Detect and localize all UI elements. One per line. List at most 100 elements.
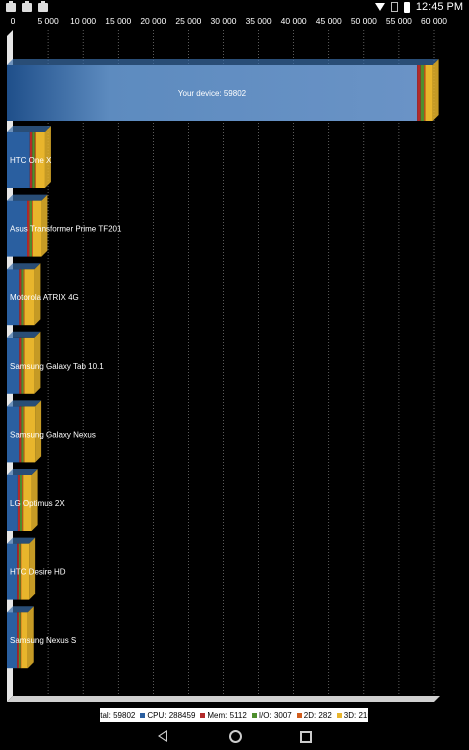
bar-segment-cpu <box>7 132 30 188</box>
back-icon[interactable] <box>158 730 167 742</box>
bar-end-cap <box>41 194 48 257</box>
legend-item-3d: 3D: 2151 <box>334 711 376 720</box>
bar-label: Asus Transformer Prime TF201 <box>10 225 122 234</box>
bar-segment-3d <box>21 543 30 600</box>
bar-segment-2d <box>23 269 25 326</box>
bar-label: Samsung Galaxy Tab 10.1 <box>10 362 104 371</box>
legend-total: Total: 59802 <box>91 710 136 720</box>
legend-swatch-cpu <box>140 712 146 718</box>
bar-top-face <box>7 606 34 613</box>
bar-end-cap <box>34 331 41 394</box>
bar-segment-mem <box>27 200 30 257</box>
bar-segment-cpu <box>7 200 28 257</box>
legend-label-io: I/O: 3007 <box>258 710 292 720</box>
navigation-bar <box>0 722 469 750</box>
bar-end-cap <box>29 537 36 600</box>
bar-top-face <box>7 331 41 338</box>
bar-top-face <box>7 59 439 65</box>
bar-segment-2d <box>20 543 22 600</box>
bar-label: Your device: 59802 <box>178 89 247 98</box>
bar-segment-3d <box>35 132 45 188</box>
bar-segment-3d <box>32 200 42 257</box>
bar-end-cap <box>31 469 38 531</box>
no-sim-icon <box>390 2 398 12</box>
bar-segment-2d <box>23 337 25 394</box>
bar-segment-mem <box>417 65 421 121</box>
bar-segment-io <box>21 269 24 326</box>
status-bar: 12:45 PM <box>0 0 469 16</box>
bar-segment-3d <box>23 475 32 531</box>
bar-segment-io <box>32 132 35 188</box>
bar-segment-cpu <box>7 269 20 326</box>
x-tick-label: 35 000 <box>246 16 272 26</box>
bar-segment-3d <box>24 406 36 463</box>
notification-icon <box>22 1 32 12</box>
benchmark-chart[interactable]: 0 5 000 10 000 15 000 20 000 25 000 30 000 35 0… <box>0 16 469 706</box>
bar-top-face <box>7 469 38 475</box>
bar-segment-mem <box>17 475 21 531</box>
bar-top-face <box>7 126 51 132</box>
x-tick-label: 0 <box>11 16 16 26</box>
legend-label-3d: 3D: 2151 <box>343 710 377 720</box>
bar-end-cap <box>34 263 41 326</box>
legend-label-2d: 2D: 282 <box>303 710 332 720</box>
x-tick-label: 40 000 <box>281 16 307 26</box>
legend-item-cpu: CPU: 288459 <box>137 711 195 720</box>
bar-segment-cpu <box>7 543 18 600</box>
x-tick-label: 45 000 <box>316 16 342 26</box>
legend-swatch-io <box>251 712 257 718</box>
legend-item-2d: 2D: 282 <box>294 711 332 720</box>
x-tick-label: 50 000 <box>351 16 377 26</box>
bar-segment-3d <box>24 337 35 394</box>
bar-segment-io <box>29 200 32 257</box>
bar-segment-3d <box>425 65 433 121</box>
bar-label: Samsung Nexus S <box>10 636 76 645</box>
notification-icons <box>6 1 48 12</box>
bar-segment-cpu <box>7 406 20 463</box>
bar-segment-mem <box>17 543 19 600</box>
bar-label: LG Optimus 2X <box>10 499 65 508</box>
bar-segment-2d <box>22 475 24 531</box>
bar-end-cap <box>27 606 34 669</box>
bar-label: Motorola ATRIX 4G <box>10 293 79 302</box>
bar-segment-2d <box>20 612 22 669</box>
notification-icon <box>6 1 16 12</box>
bar-end-cap <box>44 126 51 188</box>
bar-segment-io <box>21 406 24 463</box>
bar-top-face <box>7 537 36 544</box>
x-tick-label: 30 000 <box>211 16 237 26</box>
bar-segment-3d <box>21 612 28 669</box>
clock: 12:45 PM <box>415 1 463 13</box>
notification-icon <box>38 1 48 12</box>
bar-top-face <box>7 263 41 270</box>
legend-swatch-2d <box>296 712 302 718</box>
bar-segment-io <box>21 337 24 394</box>
bar-segment-2d <box>23 406 25 463</box>
recents-icon[interactable] <box>300 731 312 743</box>
bar-segment-cpu <box>7 475 18 531</box>
bar-segment-mem <box>17 612 19 669</box>
legend-item-mem: Mem: 5112 <box>197 711 247 720</box>
battery-icon <box>403 1 410 13</box>
bar-label: HTC Desire HD <box>10 568 66 577</box>
legend-swatch-mem <box>200 712 206 718</box>
x-tick-label: 55 000 <box>386 16 412 26</box>
legend-swatch-3d <box>336 712 342 718</box>
bar-segment-mem <box>19 406 22 463</box>
home-icon[interactable] <box>229 730 242 743</box>
plot-floor <box>7 696 440 702</box>
wifi-icon <box>374 3 385 11</box>
bar-segment-io <box>18 612 21 669</box>
bar-top-face <box>7 194 48 201</box>
bar-label: HTC One X <box>10 156 52 165</box>
x-tick-label: 25 000 <box>175 16 201 26</box>
bar-segment-2d <box>34 132 36 188</box>
bar-segment-mem <box>29 132 33 188</box>
bar-end-cap <box>35 400 42 463</box>
x-tick-label: 15 000 <box>105 16 131 26</box>
chart-legend: Total: 59802 CPU: 288459 Mem: 5112 I/O: … <box>92 708 376 722</box>
legend-item-io: I/O: 3007 <box>249 711 292 720</box>
bar-label: Samsung Galaxy Nexus <box>10 430 96 439</box>
bar-segment-io <box>420 65 425 121</box>
bar-segment-2d <box>424 65 426 121</box>
